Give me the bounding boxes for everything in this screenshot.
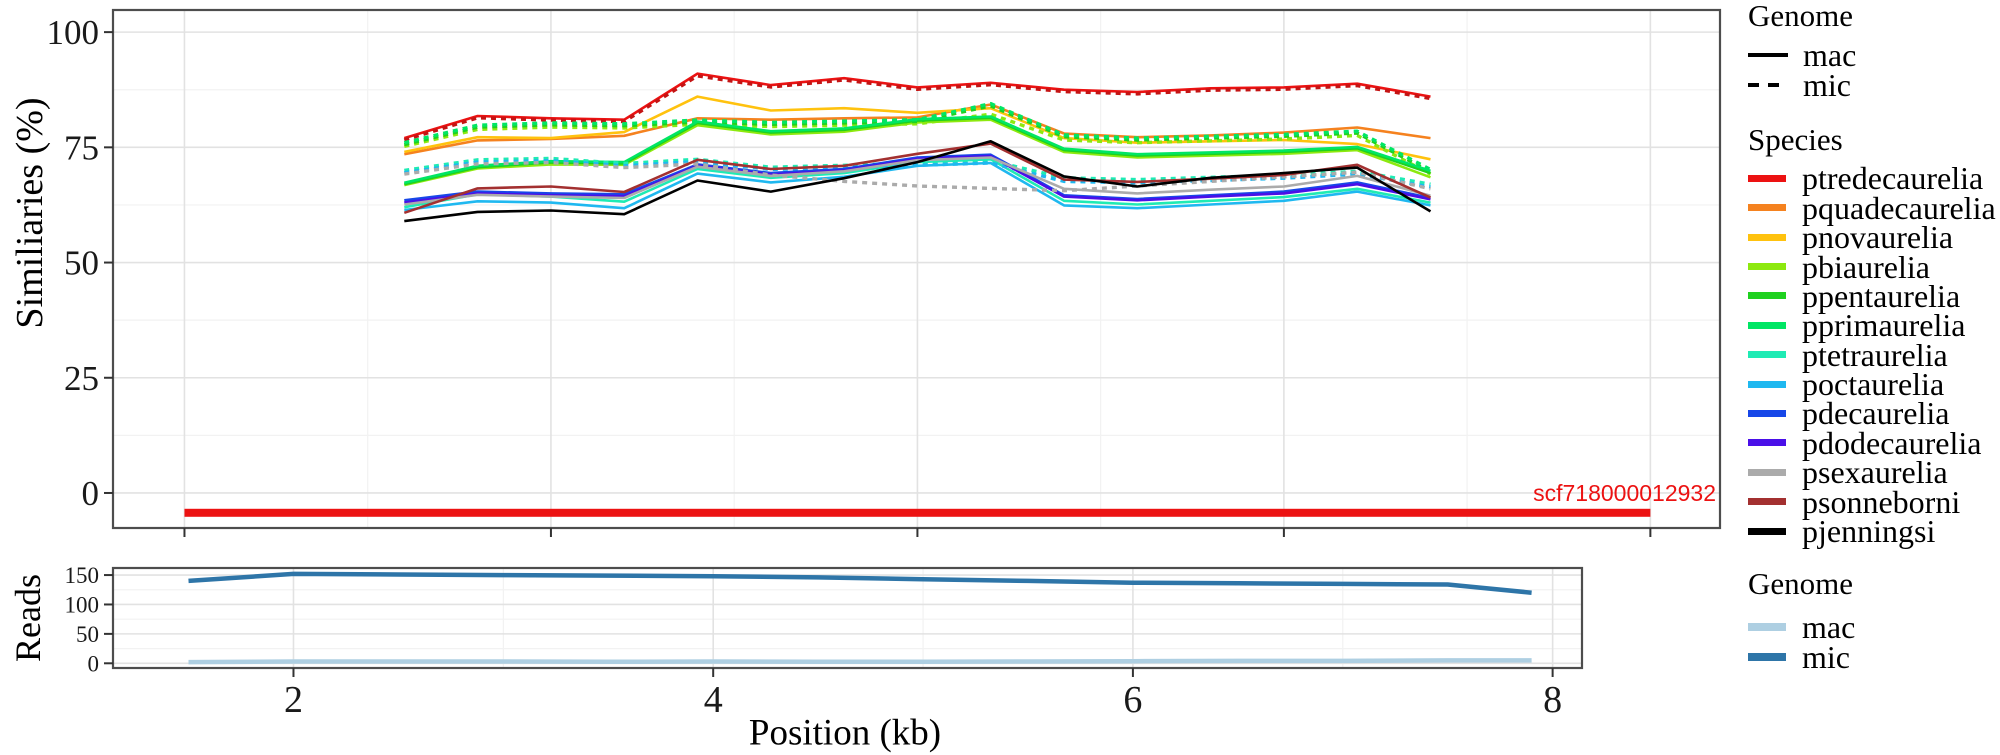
series-line-pdecaurelia-mac [404,153,1431,202]
legend-genome-rows: mac mic [1748,36,1857,103]
legend-item-label: pprimaurelia [1802,307,1966,344]
scaffold-label: scf718000012932 [1533,480,1716,506]
legend-item-mic: mic [1748,638,1855,675]
x-tick-label: 4 [704,679,723,721]
legend-item-ptetraurelia: ptetraurelia [1748,336,1996,373]
color-swatch-icon [1748,652,1786,661]
color-swatch-icon [1748,439,1786,447]
legend-item-label: pdecaurelia [1802,395,1950,432]
legend-item-mac: mac [1748,608,1856,645]
solid-line-key-icon [1748,52,1788,57]
legend-genome-title: Genome [1748,0,1854,33]
color-swatch-icon [1748,498,1786,506]
color-swatch-icon [1748,409,1786,417]
legend-item-label: pdodecaurelia [1802,424,1982,461]
series-line-psexaurelia-mic [404,160,1431,193]
legend-genome-linetype: Genome mac mic [1748,0,1857,103]
color-swatch-icon [1748,622,1786,631]
series-line-ptredecaurelia-mic [403,74,1431,142]
legend-item-label: ppentaurelia [1802,277,1961,314]
legend-item-psexaurelia: psexaurelia [1748,454,1996,491]
legend-item-pbiaurelia: pbiaurelia [1748,248,1996,285]
legend-item-label: ptredecaurelia [1802,160,1984,197]
legend-reads-genome: Genome mac mic [1748,566,1856,675]
legend-item-mac: mac [1748,36,1857,73]
legend-item-label: poctaurelia [1802,366,1945,403]
legend-item-label: pnovaurelia [1802,219,1954,256]
series-line-psexaurelia-mac [404,156,1431,206]
y-tick-label: 150 [65,563,100,588]
legend-item-pnovaurelia: pnovaurelia [1748,219,1996,256]
series-line-pprimaurelia-mic [403,101,1432,172]
legend-item-label: psexaurelia [1802,454,1948,491]
y-tick-label: 100 [47,13,100,52]
y-tick-label: 0 [82,474,100,513]
panel-border [111,566,1584,670]
series-line-pbiaurelia-mic [403,112,1432,176]
legend-item-label: pbiaurelia [1802,248,1930,285]
series-line-pjenningsi-mac [404,140,1432,223]
legend-item-mic: mic [1748,66,1856,103]
series-line-ppentaurelia-mic [403,104,1432,174]
legend-item-label: mac [1803,36,1857,73]
legend-item-label: ptetraurelia [1802,336,1948,373]
y-tick-label: 100 [65,592,100,617]
y-tick-label: 25 [64,359,99,398]
reads-panel: 0 50 100 150 2 4 6 8 [65,563,1584,721]
legend-reads-genome-rows: mac mic [1748,608,1856,675]
color-swatch-icon [1748,174,1786,182]
legend-item-poctaurelia: poctaurelia [1748,366,1996,403]
y-tick-label: 50 [76,622,99,647]
legend-species-title: Species [1748,122,1843,157]
series-line-mac-mac [188,658,1532,665]
legend-species-rows: ptredecaurelia pquadecaurelia pnovaurelia p… [1748,160,1996,550]
legend-item-pquadecaurelia: pquadecaurelia [1748,189,1996,226]
legend-item-label: pquadecaurelia [1802,189,1996,226]
dashed-line-key-icon [1748,82,1788,87]
legend-item-pdecaurelia: pdecaurelia [1748,395,1996,432]
series-line-mic-mic [188,571,1532,595]
y-tick-label: 0 [88,651,100,676]
legend-item-psonneborni: psonneborni [1748,483,1996,520]
series-line-ptredecaurelia-mac [403,72,1431,140]
x-tick-label: 6 [1123,679,1142,721]
legend-item-ppentaurelia: ppentaurelia [1748,277,1996,314]
x-tick-label: 8 [1543,679,1562,721]
y-tick-label: 75 [64,128,99,167]
y-tick-label: 50 [64,244,99,283]
series-line-pquadecaurelia-mac [404,103,1431,156]
legend-item-label: mic [1803,66,1851,103]
color-swatch-icon [1748,468,1786,476]
x-tick-label: 2 [284,679,303,721]
y-axis-title-similarity: Similiaries (%) [9,97,51,329]
legend-item-label: mic [1802,638,1850,675]
color-swatch-icon [1748,292,1786,300]
legend-species: Species ptredecaurelia pquadecaurelia pnov… [1748,122,1996,550]
legend-item-pprimaurelia: pprimaurelia [1748,307,1996,344]
legend-item-label: mac [1802,608,1856,645]
legend-reads-genome-title: Genome [1748,566,1854,601]
legend-item-pdodecaurelia: pdodecaurelia [1748,424,1996,461]
series-line-poctaurelia-mic [404,158,1431,189]
legend-item-ptredecaurelia: ptredecaurelia [1748,160,1996,197]
x-axis-title: Position (kb) [748,712,942,754]
color-swatch-icon [1748,527,1786,535]
color-swatch-icon [1748,233,1786,241]
legend-item-pjenningsi: pjenningsi [1748,513,1996,550]
color-swatch-icon [1748,351,1786,359]
similarity-panel: 0 25 50 75 100 [47,8,1722,537]
legend-item-label: pjenningsi [1802,513,1936,550]
y-axis-title-reads: Reads [8,574,48,662]
legend-item-label: psonneborni [1802,483,1961,520]
scaffold-bar [184,508,1651,517]
color-swatch-icon [1748,204,1786,212]
color-swatch-icon [1748,380,1786,388]
series-line-psonneborni-mac [403,142,1432,215]
color-swatch-icon [1748,263,1786,270]
color-swatch-icon [1748,321,1786,329]
